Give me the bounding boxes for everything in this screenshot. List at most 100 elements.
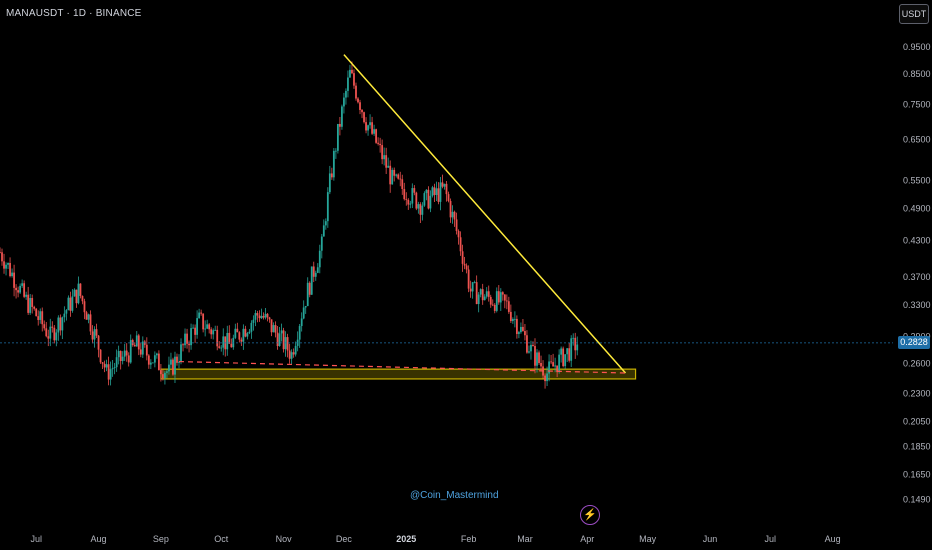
candle-body	[326, 192, 329, 222]
candle-body	[246, 333, 249, 337]
candle-body	[210, 329, 213, 335]
last-price-badge: 0.2828	[898, 336, 930, 350]
candle-body	[467, 269, 470, 289]
candle-body	[324, 221, 327, 226]
candle-body	[109, 369, 112, 380]
candle-body	[228, 332, 231, 344]
candle-body	[27, 294, 30, 313]
candle-body	[151, 362, 154, 364]
candle-body	[437, 188, 440, 202]
candle-body	[67, 297, 70, 311]
candle-body	[59, 317, 62, 331]
x-tick-label: Nov	[276, 534, 293, 544]
candle-body	[168, 364, 170, 372]
x-tick-label: Oct	[214, 534, 229, 544]
candle-body	[332, 150, 335, 178]
candle-body	[310, 266, 313, 295]
candle-body	[188, 343, 190, 346]
candle-body	[176, 356, 178, 363]
candle-body	[409, 203, 412, 205]
candle-body	[238, 332, 241, 340]
flash-icon[interactable]: ⚡	[580, 505, 600, 525]
candle-body	[419, 204, 422, 215]
candle-body	[552, 362, 554, 367]
candle-body	[507, 301, 510, 312]
candle-body	[254, 313, 257, 320]
candle-body	[234, 328, 237, 338]
candle-body	[174, 356, 176, 375]
candle-body	[220, 347, 223, 349]
candle-body	[522, 326, 524, 332]
candle-body	[463, 263, 466, 266]
y-tick-label: 0.5500	[903, 175, 931, 185]
candle-body	[544, 375, 546, 382]
candle-body	[0, 252, 1, 253]
candle-body	[314, 272, 317, 277]
candle-body	[439, 182, 442, 202]
candle-body	[172, 359, 174, 375]
y-tick-label: 0.3700	[903, 272, 931, 282]
candle-body	[145, 344, 148, 356]
candle-body	[272, 325, 275, 333]
candle-body	[481, 289, 484, 301]
candle-body	[274, 325, 277, 333]
candle-body	[377, 142, 380, 144]
candle-body	[471, 282, 474, 292]
candle-body	[403, 189, 406, 200]
candle-body	[405, 199, 408, 200]
candle-body	[71, 296, 74, 311]
candle-body	[15, 287, 17, 291]
candle-body	[385, 155, 388, 168]
candle-body	[162, 374, 164, 379]
candle-body	[530, 344, 532, 352]
x-tick-label: Dec	[336, 534, 353, 544]
candle-body	[365, 122, 367, 131]
candle-body	[147, 355, 150, 365]
candle-body	[413, 188, 416, 193]
candle-body	[371, 122, 373, 134]
candle-body	[200, 312, 203, 314]
symbol-title[interactable]: MANAUSDT · 1D · BINANCE	[6, 8, 142, 19]
candle-body	[111, 368, 114, 370]
candle-body	[139, 349, 142, 355]
x-tick-label: Aug	[825, 534, 841, 544]
y-tick-label: 0.6500	[903, 135, 931, 145]
candle-body	[347, 77, 349, 91]
candle-body	[87, 314, 90, 320]
candle-body	[423, 193, 426, 206]
candle-body	[455, 219, 458, 231]
x-tick-label: Jul	[765, 534, 777, 544]
candle-body	[433, 187, 436, 196]
candle-body	[316, 267, 319, 273]
candle-body	[41, 311, 44, 325]
candle-body	[260, 315, 263, 319]
x-tick-label: Mar	[517, 534, 533, 544]
candle-body	[196, 318, 199, 335]
candle-body	[63, 313, 66, 318]
candle-body	[214, 329, 217, 331]
candle-body	[157, 353, 160, 371]
candle-body	[99, 349, 102, 363]
candle-body	[49, 326, 52, 339]
candle-body	[1, 252, 3, 262]
candle-body	[97, 335, 100, 350]
candle-body	[37, 316, 40, 320]
candle-body	[103, 363, 106, 368]
candle-body	[318, 250, 321, 268]
candle-body	[528, 351, 530, 353]
candle-body	[383, 155, 386, 160]
candle-body	[393, 169, 396, 176]
candle-body	[554, 365, 557, 367]
currency-button[interactable]: USDT	[899, 4, 929, 24]
candle-body	[487, 291, 490, 297]
candle-body	[401, 179, 404, 190]
candle-body	[457, 230, 460, 238]
candle-body	[127, 355, 130, 363]
candle-body	[367, 125, 369, 131]
candle-body	[330, 173, 333, 178]
candle-body	[298, 326, 301, 340]
candle-body	[184, 333, 186, 346]
candle-body	[568, 348, 571, 361]
candle-body	[534, 346, 536, 366]
